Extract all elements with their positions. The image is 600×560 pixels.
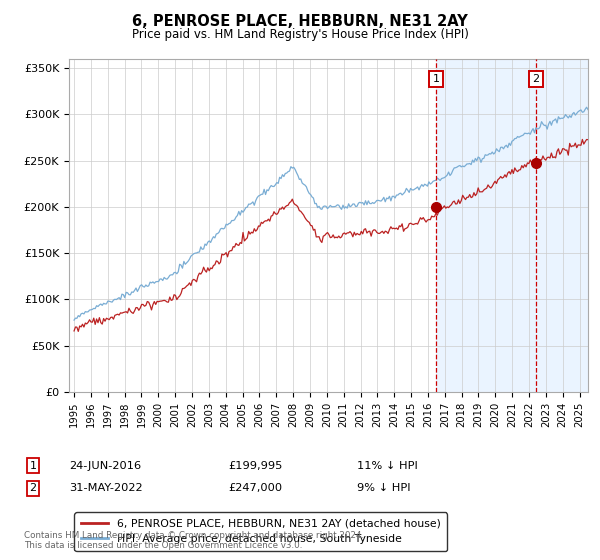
Text: Price paid vs. HM Land Registry's House Price Index (HPI): Price paid vs. HM Land Registry's House …: [131, 28, 469, 41]
Text: 11% ↓ HPI: 11% ↓ HPI: [357, 461, 418, 471]
Text: £247,000: £247,000: [228, 483, 282, 493]
Legend: 6, PENROSE PLACE, HEBBURN, NE31 2AY (detached house), HPI: Average price, detach: 6, PENROSE PLACE, HEBBURN, NE31 2AY (det…: [74, 512, 447, 551]
Text: 6, PENROSE PLACE, HEBBURN, NE31 2AY: 6, PENROSE PLACE, HEBBURN, NE31 2AY: [132, 14, 468, 29]
Text: £199,995: £199,995: [228, 461, 283, 471]
Text: 1: 1: [433, 74, 440, 84]
Text: Contains HM Land Registry data © Crown copyright and database right 2024.
This d: Contains HM Land Registry data © Crown c…: [24, 531, 364, 550]
Text: 1: 1: [29, 461, 37, 471]
Bar: [436, 59, 588, 392]
Text: 9% ↓ HPI: 9% ↓ HPI: [357, 483, 410, 493]
Text: 2: 2: [29, 483, 37, 493]
Text: 31-MAY-2022: 31-MAY-2022: [69, 483, 143, 493]
Text: 2: 2: [533, 74, 539, 84]
Text: 24-JUN-2016: 24-JUN-2016: [69, 461, 141, 471]
